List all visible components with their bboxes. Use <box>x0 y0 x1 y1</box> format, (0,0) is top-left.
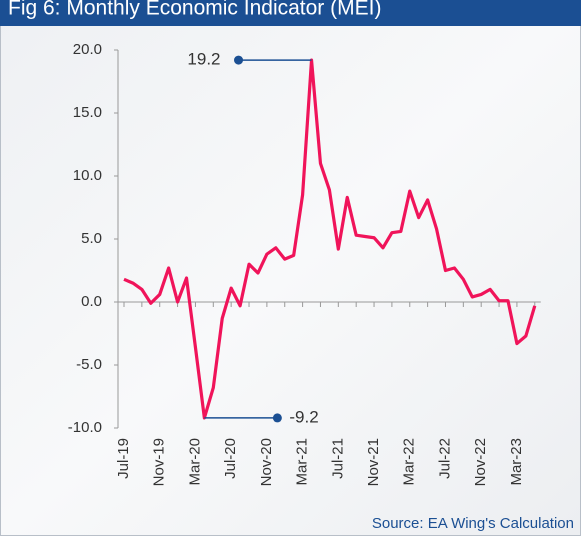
chart-title: Fig 6: Monthly Economic Indicator (MEI) <box>8 0 381 20</box>
annotation-dot <box>234 55 244 65</box>
y-tick-label: 20.0 <box>73 41 102 58</box>
x-tick-label: Jul-19 <box>115 438 132 479</box>
annotation-label: 19.2 <box>187 50 220 69</box>
x-tick-label: Nov-21 <box>365 438 382 486</box>
x-tick-label: Mar-22 <box>401 438 418 486</box>
y-tick-label: 10.0 <box>73 167 102 184</box>
x-tick-label: Jul-21 <box>329 438 346 479</box>
x-tick-label: Jul-20 <box>222 438 239 479</box>
x-tick-label: Nov-19 <box>151 438 168 486</box>
y-tick-label: -5.0 <box>76 356 102 373</box>
source: Source: EA Wing's Calculation <box>372 515 574 532</box>
y-tick-label: 0.0 <box>81 293 102 310</box>
x-tick-label: Nov-22 <box>472 438 489 486</box>
x-tick-label: Mar-23 <box>508 438 525 486</box>
y-tick-label: 5.0 <box>81 230 102 247</box>
series-line <box>123 58 537 420</box>
x-tick-label: Jul-22 <box>436 438 453 479</box>
x-tick-label: Mar-20 <box>186 438 203 486</box>
y-tick-label: -10.0 <box>68 419 102 436</box>
x-tick-label: Mar-21 <box>294 438 311 486</box>
x-tick-label: Nov-20 <box>258 438 275 486</box>
annotation-label: -9.2 <box>289 407 318 426</box>
annotation-dot <box>272 413 282 423</box>
y-tick-label: 15.0 <box>73 104 102 121</box>
title-bar <box>0 0 581 26</box>
